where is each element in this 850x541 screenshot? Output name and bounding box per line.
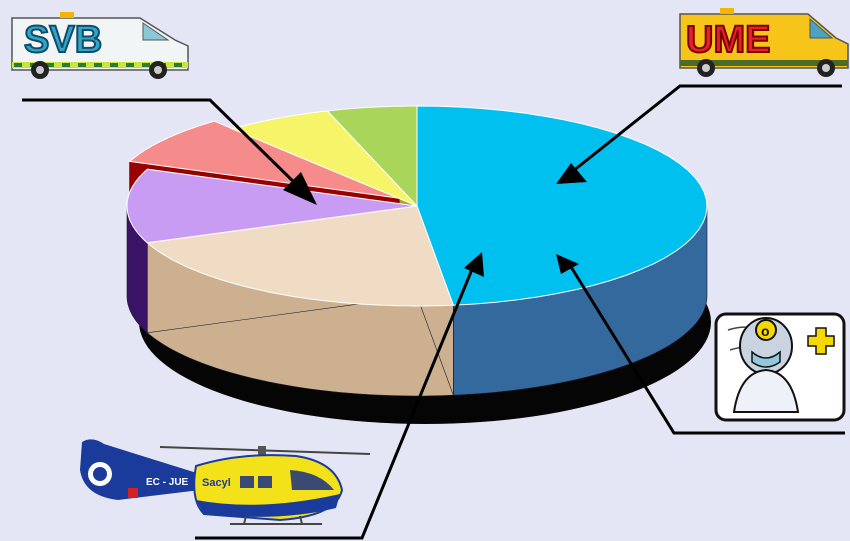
helicopter-registration: EC - JUE <box>146 477 189 488</box>
ume-ambulance-icon <box>679 8 849 77</box>
svb-badge-text: SVB <box>24 19 102 61</box>
callout-lines <box>22 84 845 540</box>
medic-doctor-icon: o <box>714 312 846 422</box>
ume-callout-line <box>567 84 842 177</box>
pie-slice-4 <box>128 120 400 199</box>
medic-callout-line <box>566 261 845 435</box>
pie-slice-3 <box>126 168 418 244</box>
svg-text:o: o <box>761 323 770 339</box>
pie-slice-1 <box>416 105 708 306</box>
heli-arrowhead <box>464 252 484 277</box>
pie-slice-2 <box>146 205 455 307</box>
svb-ambulance-icon <box>11 12 189 79</box>
helicopter-brand: Sacyl <box>202 477 231 489</box>
callout-arrowheads <box>283 163 587 277</box>
svb-arrowhead <box>283 172 317 205</box>
svb-callout-line <box>22 98 302 190</box>
ume-arrowhead <box>556 163 587 184</box>
medic-arrowhead <box>556 254 579 274</box>
ume-badge-text: UME <box>686 19 770 61</box>
helicopter-icon <box>80 439 371 525</box>
heli-callout-line <box>195 261 477 540</box>
chart-slice-tops <box>126 105 708 307</box>
pie-slice-6 <box>326 105 418 208</box>
pie-slice-5 <box>230 110 418 207</box>
